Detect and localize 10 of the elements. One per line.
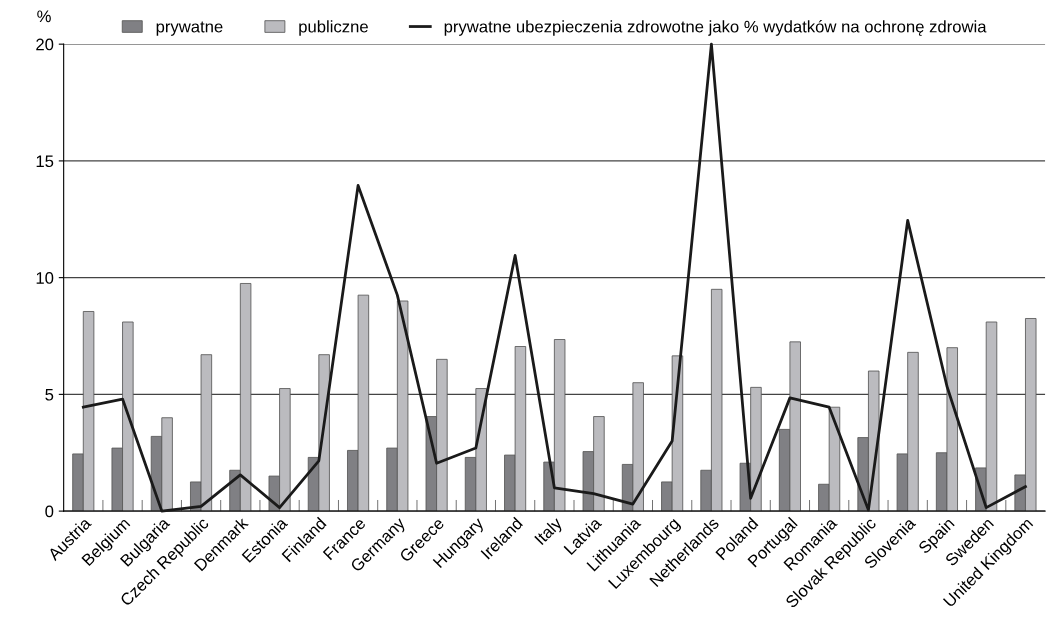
y-axis-title: % <box>37 10 51 23</box>
y-tick-label: 20 <box>36 38 54 51</box>
y-tick-label: 0 <box>45 505 54 518</box>
y-tick-label: 10 <box>36 272 54 284</box>
line-series <box>81 42 1027 513</box>
y-tick-label: 5 <box>45 388 54 401</box>
legend-label: prywatne ubezpieczenia zdrowotne jako % wydatków na ochronę zdrowia <box>444 20 987 36</box>
legend-label: publiczne <box>299 20 368 36</box>
y-tick-label: 15 <box>36 155 54 168</box>
legend-label: prywatne <box>156 21 223 36</box>
